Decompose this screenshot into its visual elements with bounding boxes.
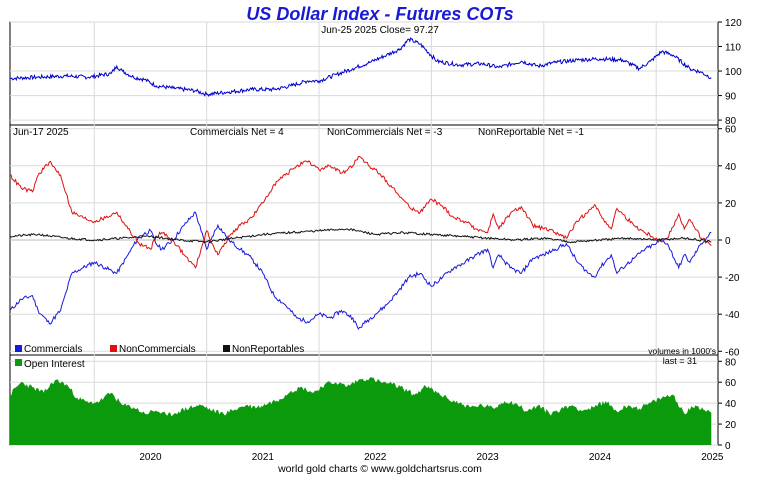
oi-last-label: last = 31	[663, 356, 697, 366]
legend-open-interest: Open Interest	[24, 359, 85, 370]
tick-layer: 2020 2021 2022 2023 2024 20251201101009080604…	[139, 18, 742, 463]
open-interest-layer	[10, 377, 712, 445]
y-tick-label: 20	[725, 420, 737, 431]
x-tick-label: 2020	[139, 452, 162, 463]
y-tick-label: 100	[725, 67, 742, 78]
series-line-noncommercials	[9, 156, 712, 269]
commercials-net-label: Commercials Net = 4	[190, 127, 284, 138]
price-line	[10, 37, 712, 98]
price-header: Jun-25 2025 Close= 97.27	[321, 25, 439, 36]
y-tick-label: -40	[725, 310, 740, 321]
y-tick-label: -60	[725, 347, 740, 358]
legend-swatch-nonreportables	[223, 345, 230, 352]
legend-swatch-noncommercials	[110, 345, 117, 352]
y-tick-label: 0	[725, 236, 731, 247]
y-tick-label: 20	[725, 199, 737, 210]
y-tick-label: -20	[725, 273, 740, 284]
y-tick-label: 60	[725, 378, 737, 389]
y-tick-label: 40	[725, 162, 737, 173]
x-tick-label: 2025	[701, 452, 724, 463]
noncommercials-net-label: NonCommercials Net = -3	[327, 127, 443, 138]
y-tick-label: 40	[725, 399, 737, 410]
y-tick-label: 120	[725, 18, 742, 29]
series-line-commercials	[9, 211, 712, 330]
x-tick-label: 2023	[476, 452, 499, 463]
open-interest-area	[10, 377, 712, 445]
y-tick-label: 60	[725, 125, 737, 136]
y-tick-label: 0	[725, 441, 731, 452]
chart-title: US Dollar Index - Futures COTs	[246, 4, 513, 24]
y-tick-label: 80	[725, 116, 737, 127]
cot-date-label: Jun-17 2025	[13, 127, 69, 138]
y-tick-label: 110	[725, 43, 741, 54]
legend-commercials: Commercials	[24, 344, 82, 355]
series-line-nonreportables	[9, 228, 712, 244]
volume-note: volumes in 1000's	[648, 346, 716, 356]
legend-nonreportables: NonReportables	[232, 344, 304, 355]
x-tick-label: 2024	[589, 452, 612, 463]
series-layer	[9, 37, 712, 330]
y-tick-label: 90	[725, 92, 737, 103]
legend-swatch-commercials	[15, 345, 22, 352]
footer-credit: world gold charts © www.goldchartsrus.co…	[277, 463, 482, 475]
legend-swatch-open-interest	[15, 359, 22, 366]
y-tick-label: 80	[725, 357, 737, 368]
price-panel-frame	[9, 21, 719, 126]
x-tick-label: 2021	[252, 452, 275, 463]
nonreportable-net-label: NonReportable Net = -1	[478, 127, 584, 138]
legend-noncommercials: NonCommercials	[119, 344, 196, 355]
x-tick-label: 2022	[364, 452, 387, 463]
